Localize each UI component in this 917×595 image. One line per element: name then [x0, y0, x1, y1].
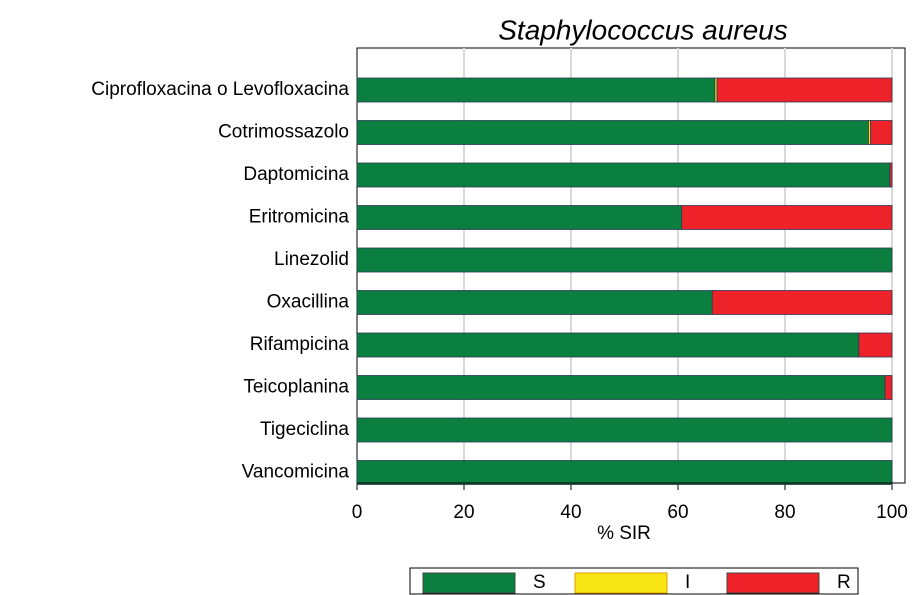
bar-segment [858, 332, 893, 358]
x-tick-label: 80 [774, 502, 795, 523]
bar-segment [356, 460, 893, 485]
bar-segment [356, 162, 891, 188]
bar-segment [356, 247, 893, 273]
legend-swatch [422, 572, 516, 594]
x-axis-label: % SIR [597, 523, 651, 544]
legend-swatch [574, 572, 668, 594]
bar-segment [356, 417, 893, 443]
legend-swatch [726, 572, 820, 594]
x-tick-label: 100 [876, 502, 908, 523]
x-tick-label: 20 [453, 502, 474, 523]
y-tick-label: Ciprofloxacina o Levofloxacina [91, 79, 349, 100]
bar-segment [884, 375, 893, 400]
y-tick-label: Cotrimossazolo [218, 122, 349, 143]
bar-segment [711, 290, 893, 315]
bar-segment [356, 332, 860, 358]
x-tick-label: 40 [560, 502, 581, 523]
bar-segment [681, 205, 893, 230]
bar-segment [889, 162, 893, 188]
legend-label: R [837, 572, 851, 593]
bar-segment [356, 205, 683, 230]
y-tick-label: Vancomicina [242, 462, 350, 483]
x-tick-label: 60 [667, 502, 688, 523]
y-tick-label: Rifampicina [250, 334, 350, 355]
bar-segment [356, 120, 869, 145]
y-tick-label: Linezolid [274, 249, 349, 270]
y-tick-label: Tigeciclina [260, 419, 349, 440]
y-tick-label: Oxacillina [267, 292, 350, 313]
legend-label: S [533, 572, 546, 593]
chart-title: Staphylococcus aureus [498, 14, 788, 45]
bar-segment [716, 77, 893, 103]
bar-segment [356, 290, 713, 315]
y-tick-label: Teicoplanina [243, 377, 349, 398]
legend-label: I [685, 572, 690, 593]
bar-segment [356, 77, 716, 103]
y-tick-label: Daptomicina [243, 164, 349, 185]
x-tick-label: 0 [352, 502, 363, 523]
y-tick-label: Eritromicina [249, 207, 350, 228]
bar-segment [356, 375, 886, 400]
bar-segment [870, 120, 893, 145]
